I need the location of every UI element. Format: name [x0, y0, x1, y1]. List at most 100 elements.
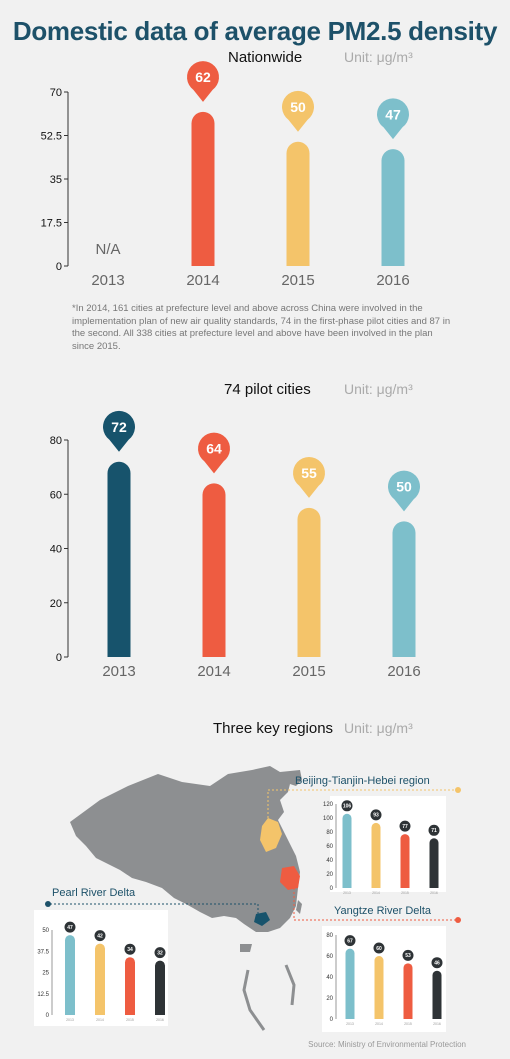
bar [345, 948, 355, 1019]
x-tick-label: 2016 [387, 663, 420, 680]
x-tick-label: 2016 [430, 891, 438, 895]
footnote: *In 2014, 161 cities at prefecture level… [72, 303, 451, 352]
y-tick-label: 50 [42, 928, 49, 934]
y-tick-label: 20 [326, 996, 333, 1002]
bar [381, 149, 405, 266]
data-label: 71 [431, 828, 437, 834]
data-label: 62 [195, 69, 211, 85]
data-label: 55 [301, 465, 317, 481]
x-tick-label: 2013 [91, 272, 124, 289]
value-badge [94, 930, 106, 942]
chart-title: Three key regions [213, 720, 333, 737]
x-tick-label: 2013 [343, 891, 351, 895]
bar [297, 507, 321, 657]
data-label: 47 [67, 925, 73, 931]
value-badge [402, 949, 414, 961]
unit-label: Unit: μg/m³ [344, 381, 413, 397]
chart-title: 74 pilot cities [224, 381, 311, 398]
data-label: 67 [347, 938, 353, 944]
beijing-leader-dot [455, 787, 461, 793]
x-tick-label: 2014 [96, 1018, 104, 1022]
x-tick-label: 2015 [401, 891, 409, 895]
value-badge [64, 921, 76, 933]
pearl-leader-dot [45, 901, 51, 907]
x-tick-label: 2014 [375, 1022, 383, 1026]
y-tick-label: 40 [326, 858, 333, 864]
y-tick-label: 20 [50, 598, 62, 610]
value-pin [187, 61, 219, 102]
label-beijing-region: Beijing-Tianjin-Hebei region [295, 775, 430, 787]
value-pin [102, 410, 135, 452]
x-tick-label: 2016 [376, 272, 409, 289]
beijing-leader-line [267, 789, 458, 830]
x-tick-label: 2016 [156, 1018, 164, 1022]
data-label: 47 [385, 106, 401, 122]
bar [125, 957, 135, 1015]
value-badge [344, 935, 356, 947]
y-tick-label: 80 [50, 435, 62, 447]
x-tick-label: 2013 [102, 663, 135, 680]
value-badge [124, 943, 136, 955]
bar [286, 141, 310, 266]
x-tick-label: 2015 [292, 663, 325, 680]
x-tick-label: 2014 [372, 891, 380, 895]
x-tick-label: 2016 [433, 1022, 441, 1026]
label-pearl-region: Pearl River Delta [52, 887, 136, 899]
value-badge [399, 820, 411, 832]
region-pearl-river-delta [254, 912, 270, 926]
source-credit: Source: Ministry of Environmental Protec… [308, 1040, 466, 1049]
y-tick-label: 37.5 [37, 949, 49, 955]
china-map [70, 766, 302, 932]
y-tick-label: 20 [326, 872, 333, 878]
y-tick-label: 35 [50, 174, 62, 186]
chart-title: Nationwide [228, 49, 302, 66]
y-tick-label: 80 [326, 933, 333, 939]
y-tick-label: 12.5 [37, 992, 49, 998]
y-tick-label: 0 [56, 652, 62, 664]
x-tick-label: 2015 [126, 1018, 134, 1022]
y-tick-label: 120 [323, 802, 334, 808]
pearl-leader-line [48, 903, 259, 918]
y-tick-label: 60 [50, 489, 62, 501]
chart-nationwide: Nationwide Unit: μg/m³ 0 17.5 35 52.5 70 2013… [41, 49, 414, 289]
bar [371, 822, 381, 888]
data-label: 42 [97, 933, 103, 939]
taiwan-island [296, 900, 302, 914]
y-tick-label: 0 [330, 1017, 334, 1023]
data-label: 77 [402, 824, 408, 830]
y-tick-label: 0 [46, 1013, 50, 1019]
bar [403, 963, 413, 1019]
page-title: Domestic data of average PM2.5 density [12, 16, 498, 46]
x-tick-label: 2013 [346, 1022, 354, 1026]
data-label: 53 [405, 953, 411, 959]
bar [191, 111, 215, 267]
data-label: 93 [373, 813, 379, 819]
bar [95, 943, 105, 1015]
x-tick-label: 2014 [186, 272, 219, 289]
data-label: 34 [127, 947, 133, 953]
label-yangtze-region: Yangtze River Delta [334, 905, 432, 917]
y-tick-label: 17.5 [41, 218, 62, 230]
south-sea-islands [242, 964, 296, 1031]
x-tick-label: 2015 [281, 272, 314, 289]
data-label: 106 [343, 804, 352, 810]
value-badge [154, 947, 166, 959]
y-tick-label: 40 [50, 544, 62, 556]
chart-pilot-cities: 74 pilot cities Unit: μg/m³ 0 20 40 60 80 201… [50, 381, 421, 680]
y-tick-label: 80 [326, 830, 333, 836]
bar [107, 461, 131, 657]
bar [155, 960, 165, 1015]
data-label: 46 [434, 961, 440, 967]
data-label: 32 [157, 950, 163, 956]
region-yangtze-river-delta [280, 866, 300, 890]
bar [392, 521, 416, 657]
data-label: 60 [376, 946, 382, 952]
hainan-island [240, 944, 252, 952]
yangtze-leader-dot [455, 917, 461, 923]
region-beijing-tianjin-hebei [260, 818, 282, 852]
unit-label: Unit: μg/m³ [344, 49, 413, 65]
y-tick-label: 100 [323, 816, 334, 822]
mini-chart-panel [322, 926, 446, 1032]
unit-label: Unit: μg/m³ [344, 720, 413, 736]
